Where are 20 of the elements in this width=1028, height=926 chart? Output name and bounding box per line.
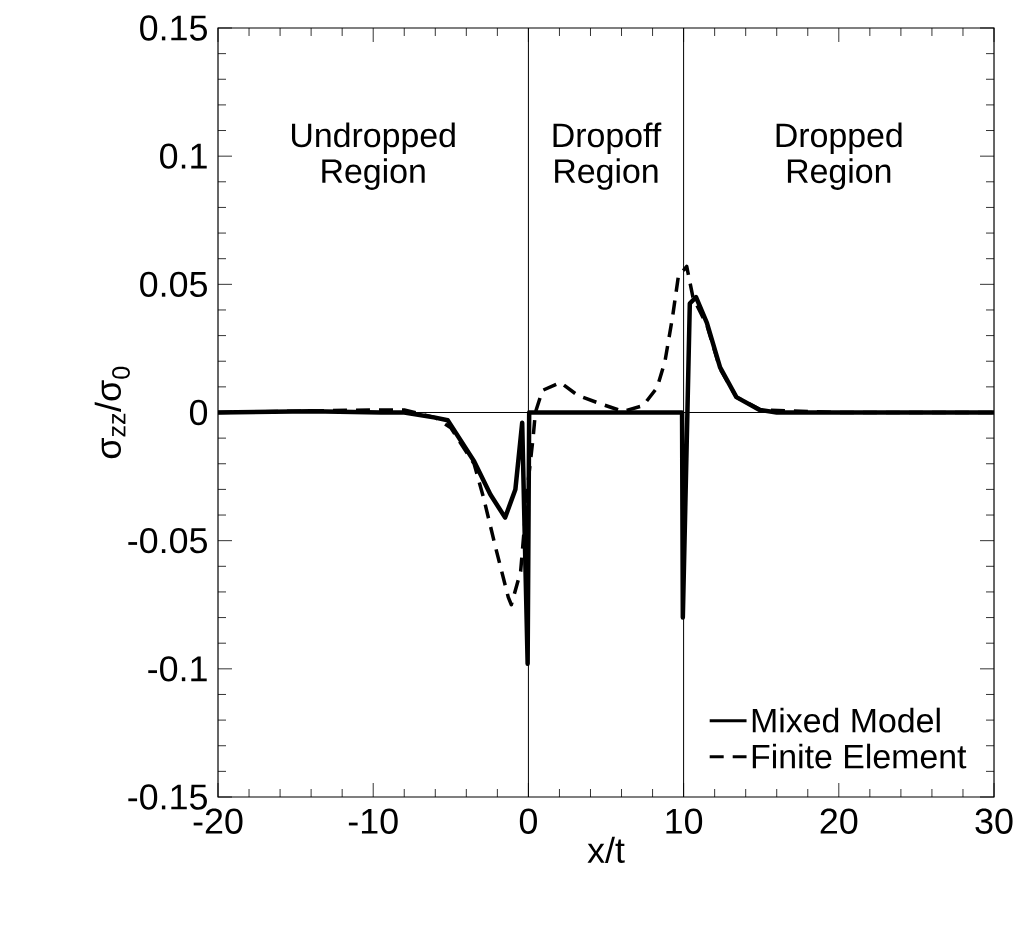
y-tick-label: 0.1	[160, 143, 207, 169]
legend-label: Finite Element	[752, 743, 967, 769]
legend-label: Mixed Model	[752, 707, 940, 733]
x-tick-label: 20	[820, 808, 858, 834]
y-tick-label: 0.05	[140, 271, 207, 298]
x-tick-label: 0	[519, 808, 537, 834]
x-tick-label: 10	[666, 808, 703, 834]
y-tick-label: -0.1	[148, 656, 207, 682]
annotation: Dropped Region	[776, 122, 902, 190]
x-tick-label: -20	[193, 808, 243, 834]
annotation: Dropoff Region	[553, 122, 662, 190]
y-tick-label: -0.05	[128, 527, 207, 554]
y-tick-label: 0.15	[140, 15, 207, 41]
y-tick-label: 0	[189, 399, 208, 426]
y-axis-title: σ$_{zz}$/σ$_{0}$	[94, 366, 130, 459]
x-tick-label: -10	[348, 808, 398, 834]
x-tick-label: 30	[975, 808, 1013, 834]
y-tick-label: -0.15	[128, 784, 207, 810]
annotation: Undropped Region	[292, 122, 455, 190]
x-axis-title: x/t	[587, 836, 625, 864]
